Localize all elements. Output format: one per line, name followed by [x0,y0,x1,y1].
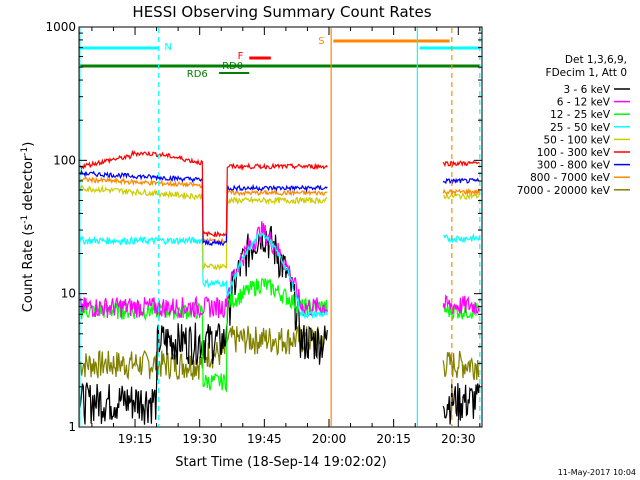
x-tick-label: 19:45 [247,432,282,446]
legend-label: 100 - 300 keV [537,147,611,159]
x-tick-label: 20:30 [441,432,476,446]
y-tick-label: 1000 [45,20,76,34]
series-line-800-7000kev-seg2 [442,187,480,196]
series-line-6-12kev-seg1 [79,221,328,319]
legend-label: 3 - 6 keV [563,84,610,96]
y-tick-label: 1 [68,420,76,434]
x-tick-label: 19:15 [118,432,153,446]
legend-label: 800 - 7000 keV [530,172,611,184]
x-tick-label: 19:30 [182,432,217,446]
S-flag-label: S [318,36,324,47]
series-line-50-100kev-seg2 [443,191,480,201]
series-line-12-25kev-seg1 [79,277,328,393]
y-axis-label: Count Rate (s-1 detector-1) [20,142,36,313]
legend-label: 25 - 50 keV [550,122,611,134]
x-tick-label: 20:00 [312,432,347,446]
N-flag-label: N [164,42,171,53]
legend-label: 300 - 800 keV [537,160,611,172]
series-line-25-50kev-seg2 [442,232,480,244]
series-line-300-800kev-seg2 [442,177,480,185]
legend-label: 12 - 25 keV [550,109,611,121]
legend-label: 7000 - 20000 keV [517,185,611,197]
legend-label: 6 - 12 keV [557,97,611,109]
legend-label: 50 - 100 keV [543,134,610,146]
x-axis-label: Start Time (18-Sep-14 19:02:02) [175,455,386,470]
series-line-3-6kev-seg2 [442,383,480,425]
chart-title: HESSI Observing Summary Count Rates [132,3,431,21]
legend-header: Det 1,3,6,9, [565,54,627,66]
RD6-flag-label: RD6 [187,69,208,80]
series-line-6-12kev-seg2 [442,294,480,315]
series-line-3-6kev-seg1 [79,222,328,425]
series-line-7000-20000kev-seg2 [442,350,480,381]
series-line-100-300kev-seg2 [442,160,480,168]
y-tick-label: 10 [61,287,76,301]
series-line-300-800kev-seg1 [79,168,328,247]
series-line-50-100kev-seg1 [79,184,328,272]
series-line-25-50kev-seg1 [79,231,328,320]
RD0-flag-label: RD0 [222,61,243,72]
y-tick-label: 100 [53,153,76,167]
F-flag-label: F [238,51,244,62]
plot-frame [78,26,483,428]
series-line-100-300kev-seg1 [79,149,328,238]
legend-header: FDecim 1, Att 0 [546,67,627,79]
timestamp: 11-May-2017 10:04 [558,468,636,477]
x-tick-label: 20:15 [376,432,411,446]
